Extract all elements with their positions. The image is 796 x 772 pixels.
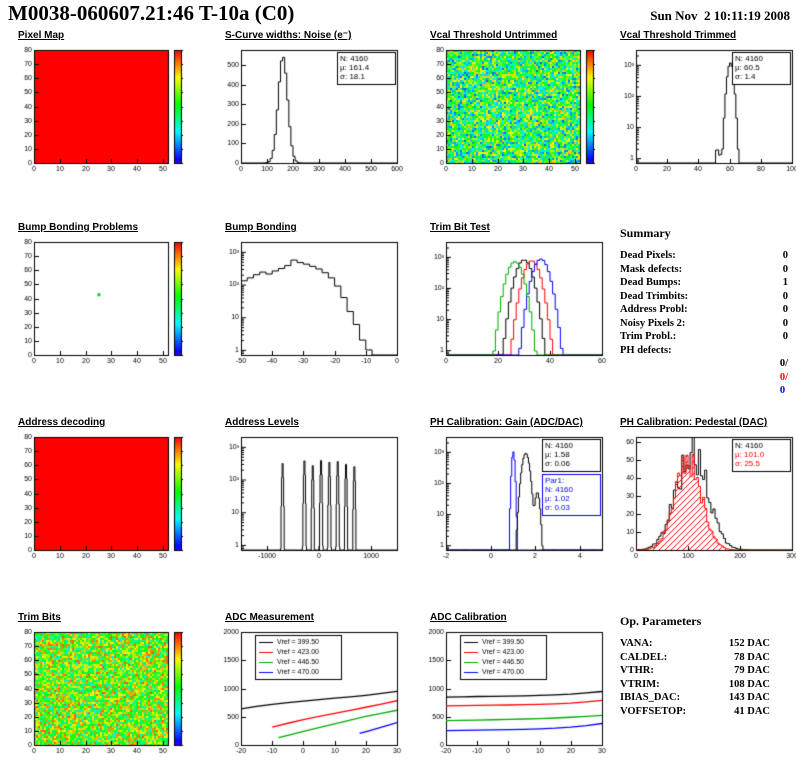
address-decoding-chart [8,431,198,566]
op-param-value: 78 DAC [734,651,770,663]
ph-gain-chart [420,431,610,566]
op-param-row-vtrim: VTRIM: 108 DAC [620,678,770,692]
summary-row-address-probl: Address Probl: 0 [620,303,788,317]
op-param-label: IBIAS_DAC: [620,692,681,703]
panel-scurve-noise: S-Curve widths: Noise (e⁻) [215,30,405,179]
op-param-value: 143 DAC [728,692,770,703]
op-param-label: VANA: [620,638,653,649]
op-param-row-voffsetop: VOFFSETOP: 41 DAC [620,705,770,719]
summary-row-dead-pixels: Dead Pixels: 0 [620,249,788,263]
summary-label: Dead Bumps: [620,277,681,288]
trim-bit-test-chart [420,236,610,371]
page-title: M0038-060607.21:46 T-10a (C0) [8,1,295,25]
chart-title: Address Levels [225,417,299,428]
ph-defects-red: 0/ [779,371,788,383]
adc-calibration-chart [420,626,610,761]
summary-label: Trim Probl.: [620,331,677,342]
summary-label: Dead Trimbits: [620,290,689,302]
op-param-label: VTRIM: [620,678,660,690]
trim-bits-chart [8,626,198,761]
op-param-row-vana: VANA: 152 DAC [620,637,770,651]
panel-trim-bit-test: Trim Bit Test [420,222,610,371]
op-param-label: VOFFSETOP: [620,705,687,717]
chart-title: S-Curve widths: Noise (e⁻) [225,30,352,41]
chart-title: Pixel Map [18,30,65,41]
panel-pixel-map: Pixel Map [8,30,198,179]
op-param-label: VTHR: [620,665,654,676]
op-param-label: CALDEL: [620,651,668,663]
panel-address-decoding: Address decoding [8,417,198,566]
bump-bonding-chart [215,236,405,371]
summary-label: Dead Pixels: [620,250,676,261]
pixel-map-chart [8,44,198,179]
summary-row-dead-trimbits: Dead Trimbits: 0 [620,290,788,304]
chart-title: Bump Bonding Problems [18,222,138,233]
summary-value: 1 [782,277,788,288]
scurve-noise-chart [215,44,405,179]
chart-title: Trim Bit Test [430,222,490,233]
chart-title: Trim Bits [18,612,61,623]
ph-defects-black: 0/ [779,358,788,369]
panel-ph-gain: PH Calibration: Gain (ADC/DAC) [420,417,610,566]
op-parameters-title: Op. Parameters [620,614,702,628]
summary-value: 0 [782,250,788,261]
timestamp: Sun Nov 2 10:11:19 2008 [650,8,790,23]
ph-defects-blue: 0 [779,385,786,396]
op-param-row-ibias: IBIAS_DAC: 143 DAC [620,691,770,705]
summary-label: Noisy Pixels 2: [620,317,686,329]
chart-title: Vcal Threshold Untrimmed [430,30,558,41]
summary-value: 0 [782,263,788,275]
summary-row-mask-defects: Mask defects: 0 [620,263,788,277]
panel-vcal-trimmed: Vcal Threshold Trimmed [610,30,796,179]
op-param-row-vthr: VTHR: 79 DAC [620,664,770,678]
op-param-value: 108 DAC [728,678,770,690]
op-param-value: 152 DAC [728,638,770,649]
summary-value: 0 [782,317,788,329]
summary-value: 0/ 0/ 0 [762,344,788,412]
op-param-value: 79 DAC [734,665,770,676]
chart-title: Vcal Threshold Trimmed [620,30,737,41]
summary-label: Address Probl: [620,304,688,315]
summary-value: 0 [782,331,788,342]
op-parameters-panel: Op. Parameters VANA: 152 DAC CALDEL: 78 … [620,614,770,718]
chart-title: ADC Measurement [225,612,314,623]
bump-bonding-problems-chart [8,236,198,371]
panel-adc-measurement: ADC Measurement [215,612,405,761]
chart-title: Bump Bonding [225,222,297,233]
op-param-value: 41 DAC [734,705,770,717]
summary-label: PH defects: [620,344,672,356]
summary-row-dead-bumps: Dead Bumps: 1 [620,276,788,290]
panel-trim-bits: Trim Bits [8,612,198,761]
panel-ph-pedestal: PH Calibration: Pedestal (DAC) [610,417,796,566]
address-levels-chart [215,431,405,566]
chart-title: PH Calibration: Pedestal (DAC) [620,417,768,428]
panel-bump-bonding: Bump Bonding [215,222,405,371]
vcal-untrimmed-chart [420,44,610,179]
summary-row-trim-probl: Trim Probl.: 0 [620,330,788,344]
chart-title: Address decoding [18,417,106,428]
chart-title: ADC Calibration [430,612,507,623]
summary-row-ph-defects: PH defects: 0/ 0/ 0 [620,344,788,412]
summary-value: 0 [782,290,788,302]
adc-measurement-chart [215,626,405,761]
summary-row-noisy-pixels: Noisy Pixels 2: 0 [620,317,788,331]
vcal-trimmed-chart [610,44,796,179]
panel-vcal-untrimmed: Vcal Threshold Untrimmed [420,30,610,179]
panel-address-levels: Address Levels [215,417,405,566]
ph-pedestal-chart [610,431,796,566]
chart-title: PH Calibration: Gain (ADC/DAC) [430,417,583,428]
summary-label: Mask defects: [620,263,683,275]
summary-value: 0 [782,304,788,315]
panel-adc-calibration: ADC Calibration [420,612,610,761]
panel-bump-bonding-problems: Bump Bonding Problems [8,222,198,371]
summary-title: Summary [620,226,671,240]
op-param-row-caldel: CALDEL: 78 DAC [620,651,770,665]
summary-panel: Summary Dead Pixels: 0 Mask defects: 0 D… [620,226,788,411]
